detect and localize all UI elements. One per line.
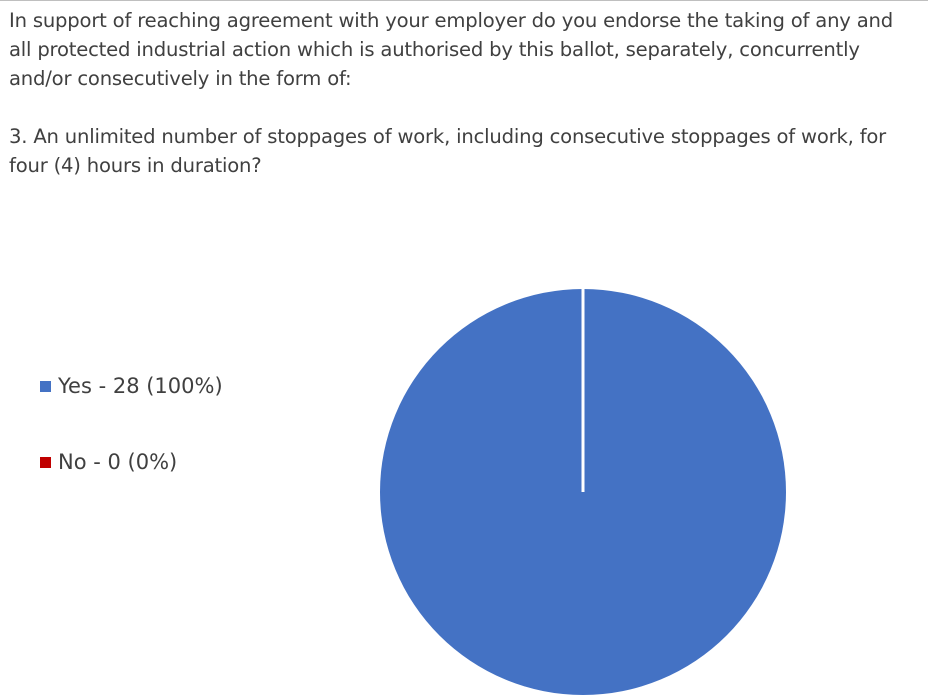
question-item: 3. An unlimited number of stoppages of w… (9, 125, 887, 177)
legend-swatch-yes (40, 380, 51, 392)
legend-item-yes: Yes - 28 (100%) (40, 370, 223, 402)
legend-label-yes: Yes - 28 (100%) (58, 374, 223, 398)
chart-legend: Yes - 28 (100%) No - 0 (0%) (40, 370, 223, 522)
question-text: In support of reaching agreement with yo… (9, 6, 921, 180)
legend-item-no: No - 0 (0%) (40, 446, 223, 478)
question-intro: In support of reaching agreement with yo… (9, 9, 893, 90)
top-border (0, 0, 928, 1)
legend-swatch-no (40, 456, 51, 468)
legend-label-no: No - 0 (0%) (58, 450, 178, 474)
